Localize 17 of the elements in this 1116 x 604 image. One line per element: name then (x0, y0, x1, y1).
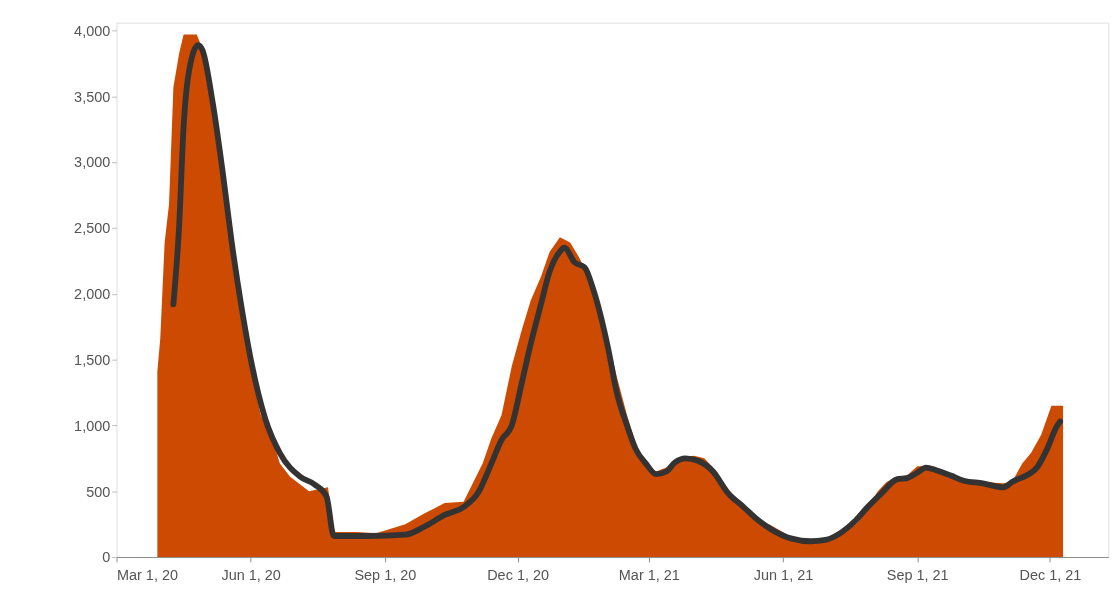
x-tick-label: Jun 1, 21 (753, 566, 814, 583)
y-tick-label: 3,000 (74, 154, 111, 171)
y-tick-label: 1,500 (74, 351, 111, 368)
x-tick-label: Jun 1, 20 (221, 566, 281, 583)
y-tick-label: 2,000 (74, 286, 111, 303)
x-tick-label: Dec 1, 21 (1019, 566, 1082, 583)
y-tick-label: 0 (102, 549, 111, 566)
y-tick-label: 3,500 (74, 88, 111, 105)
y-tick-label: 2,500 (74, 220, 111, 237)
y-tick-label: 1,000 (74, 417, 111, 434)
y-tick-label: 4,000 (74, 22, 111, 39)
x-tick-label: Mar 1, 21 (618, 566, 680, 583)
y-tick-label: 500 (86, 483, 111, 500)
x-tick-label: Mar 1, 20 (116, 566, 178, 583)
x-tick-label: Sep 1, 21 (886, 566, 949, 583)
x-tick-label: Dec 1, 20 (487, 566, 549, 583)
x-tick-label: Sep 1, 20 (354, 566, 417, 583)
